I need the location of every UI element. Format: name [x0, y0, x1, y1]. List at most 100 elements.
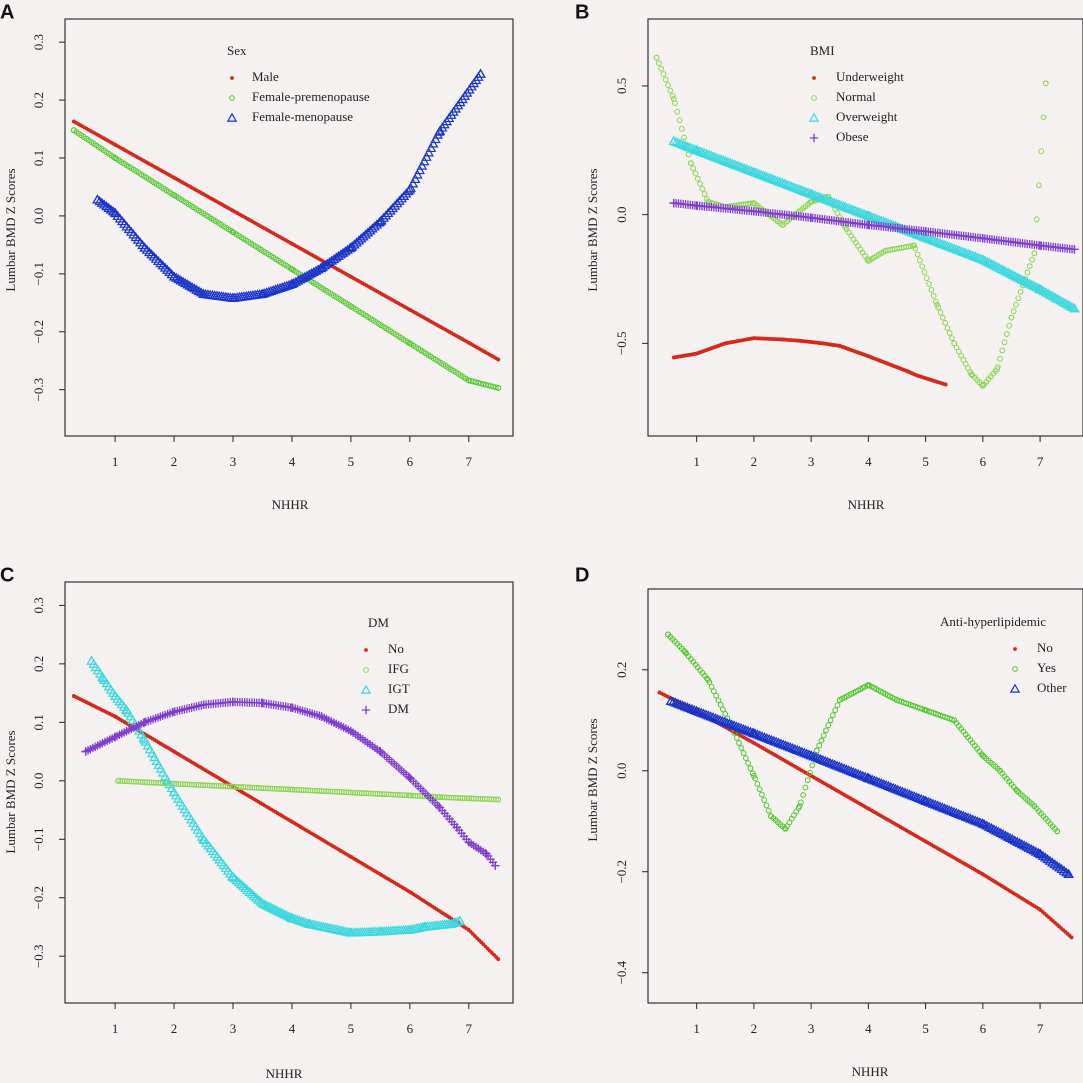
data-point	[918, 794, 929, 805]
data-point	[250, 892, 262, 902]
data-point	[1016, 839, 1028, 849]
data-point	[1037, 850, 1049, 860]
legend-entry: Yes	[1037, 660, 1056, 675]
data-point	[972, 252, 984, 262]
data-point	[953, 245, 965, 255]
data-point	[988, 824, 1000, 834]
data-point	[296, 916, 307, 926]
data-point	[916, 793, 927, 804]
data-point	[838, 200, 849, 211]
data-point	[492, 384, 499, 391]
x-tick-label: 2	[751, 454, 758, 469]
data-point	[465, 377, 472, 384]
data-point	[798, 185, 809, 195]
data-point	[1029, 280, 1040, 291]
data-point	[991, 261, 1002, 271]
data-point	[993, 262, 1005, 272]
data-point	[475, 68, 486, 78]
data-point	[794, 745, 805, 755]
data-point	[801, 748, 812, 758]
data-point	[727, 158, 738, 168]
data-point	[445, 918, 457, 928]
legend-title: Anti-hyperlipidemic	[940, 614, 1046, 629]
data-point	[720, 706, 726, 713]
data-point	[92, 194, 103, 204]
panel-letter: D	[575, 564, 589, 586]
data-point	[404, 184, 416, 194]
legend-entry: Overweight	[836, 109, 898, 124]
data-point	[918, 231, 929, 241]
data-point	[1000, 830, 1011, 840]
data-point	[140, 718, 149, 727]
data-point	[682, 141, 694, 151]
data-point	[885, 781, 897, 792]
data-point	[792, 744, 803, 754]
data-point	[796, 746, 808, 756]
data-point	[850, 767, 861, 778]
data-point	[751, 167, 762, 177]
data-point	[822, 756, 833, 766]
legend-swatch-icon	[808, 112, 820, 122]
legend-entry: No	[1037, 640, 1053, 655]
data-point	[865, 682, 872, 688]
data-point	[1061, 867, 1072, 877]
legend-title: DM	[368, 615, 389, 630]
data-point	[290, 913, 301, 924]
legend-swatch-icon	[361, 705, 371, 715]
data-point	[887, 782, 899, 792]
data-point	[835, 200, 847, 210]
x-tick-label: 4	[865, 1021, 872, 1036]
data-point	[1024, 269, 1031, 276]
data-point	[922, 707, 929, 714]
y-tick-label: 0.2	[614, 662, 629, 678]
data-point	[880, 779, 892, 790]
data-point	[1022, 277, 1033, 287]
data-point	[943, 382, 948, 387]
legend: Sex Male Female-premenopause Female-menopau…	[226, 43, 370, 124]
data-point	[928, 287, 935, 293]
data-point	[261, 900, 273, 910]
y-axis: −0.4 −0.2 0.0 0.2	[614, 662, 648, 985]
data-point	[927, 235, 939, 245]
data-point	[694, 146, 705, 156]
data-point	[257, 898, 268, 908]
data-point	[820, 341, 825, 346]
data-point	[1042, 80, 1049, 87]
data-point	[759, 732, 770, 742]
data-point	[836, 697, 843, 703]
data-point	[677, 139, 689, 149]
x-tick-label: 1	[693, 454, 700, 469]
data-point	[491, 861, 500, 870]
data-point	[717, 701, 724, 708]
data-point	[290, 241, 294, 246]
data-point	[742, 725, 754, 735]
data-point	[833, 199, 844, 209]
data-point	[690, 165, 697, 172]
data-point	[1007, 834, 1018, 844]
x-tick-label: 1	[112, 1021, 119, 1036]
data-point	[705, 711, 716, 721]
y-tick-label: −0.1	[31, 827, 46, 851]
data-point	[840, 201, 852, 212]
data-point	[894, 697, 900, 703]
data-point	[376, 747, 385, 756]
data-point	[1026, 263, 1033, 270]
x-axis-title: NHHR	[272, 497, 309, 512]
data-point	[672, 698, 684, 708]
data-point	[866, 211, 877, 221]
data-point	[242, 884, 253, 895]
data-point	[800, 186, 811, 196]
data-point	[405, 773, 415, 783]
data-point	[951, 244, 962, 254]
data-point	[434, 126, 445, 136]
data-point	[286, 912, 298, 922]
data-point	[978, 234, 988, 243]
y-axis-title: Lumbar BMD Z Scores	[3, 730, 18, 853]
data-point	[244, 886, 255, 896]
data-point	[759, 791, 765, 798]
data-point	[677, 700, 688, 710]
data-point	[990, 825, 1002, 835]
data-point	[1011, 836, 1023, 846]
data-point	[786, 181, 797, 191]
data-point	[977, 818, 989, 828]
